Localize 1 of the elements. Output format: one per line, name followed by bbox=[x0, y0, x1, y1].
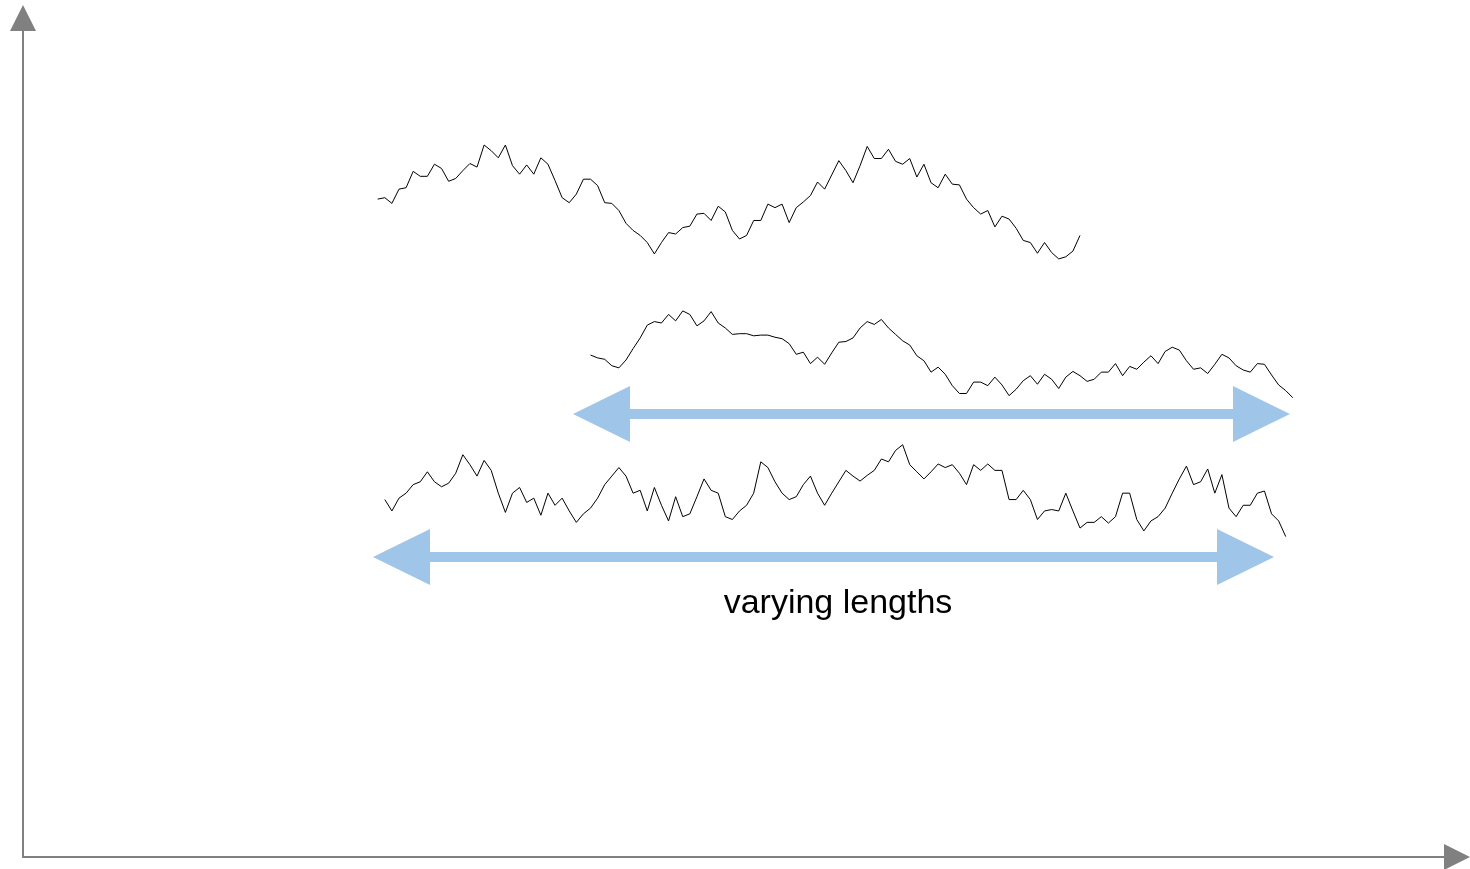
annotation: varying lengths bbox=[722, 582, 954, 621]
